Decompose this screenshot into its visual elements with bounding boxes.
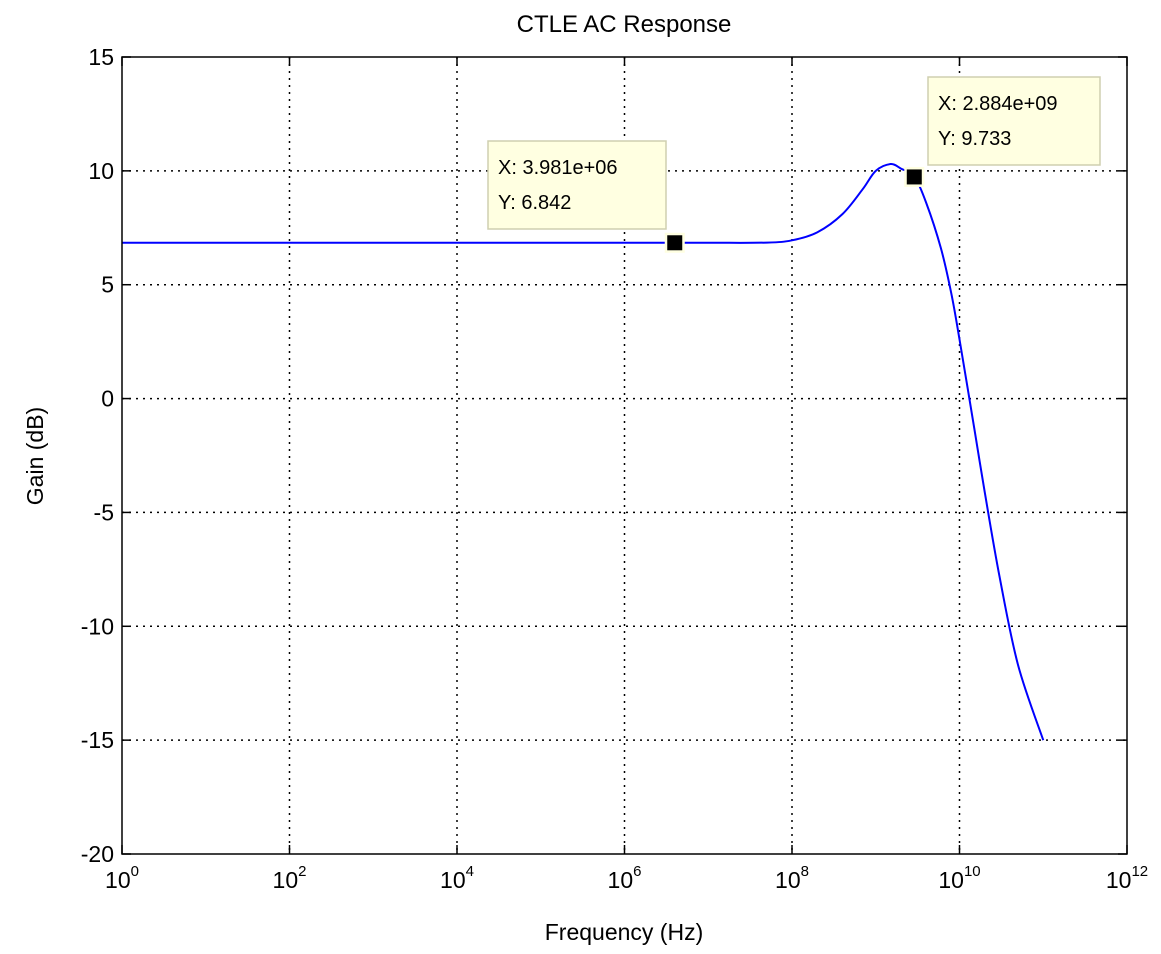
x-tick-label: 106	[608, 863, 642, 893]
x-tick-labels: 100 102 104 106 108 1010 1012	[105, 863, 1148, 893]
x-tick-label: 102	[273, 863, 307, 893]
y-tick-label: 10	[88, 158, 114, 184]
datatip: X: 3.981e+06 Y: 6.842	[487, 140, 685, 253]
series-line	[122, 163, 1045, 741]
x-tick-exponent: 0	[131, 863, 139, 880]
y-tick-label: 5	[101, 272, 114, 298]
x-tick-base: 10	[273, 867, 299, 893]
datatip-x-text: X: 2.884e+09	[938, 93, 1058, 115]
x-tick-base: 10	[440, 867, 466, 893]
x-tick-exponent: 4	[466, 863, 474, 880]
datatip-box	[927, 76, 1101, 166]
x-tick-label: 100	[105, 863, 139, 893]
y-tick-labels: 15 10 5 0 -5 -10 -15 -20	[81, 44, 114, 867]
y-tick-label: -20	[81, 841, 114, 867]
x-tick-label: 108	[775, 863, 809, 893]
x-tick-exponent: 2	[298, 863, 306, 880]
y-axis-label: Gain (dB)	[22, 407, 48, 505]
x-tick-base: 10	[775, 867, 801, 893]
x-tick-label: 1012	[1106, 863, 1148, 893]
x-tick-exponent: 12	[1131, 863, 1148, 880]
tick-marks	[121, 56, 1128, 855]
datatip-y-text: Y: 9.733	[938, 128, 1011, 150]
datatip-y-text: Y: 6.842	[498, 192, 571, 214]
y-tick-label: 15	[88, 44, 114, 70]
x-tick-base: 10	[608, 867, 634, 893]
x-tick-exponent: 6	[633, 863, 641, 880]
datatip: X: 2.884e+09 Y: 9.733	[904, 76, 1101, 187]
datatips: X: 3.981e+06 Y: 6.842 X: 2.884e+09 Y: 9.733	[487, 76, 1101, 253]
x-tick-exponent: 8	[801, 863, 809, 880]
chart-title: CTLE AC Response	[517, 11, 732, 38]
x-tick-label: 1010	[938, 863, 980, 893]
x-tick-label: 104	[440, 863, 474, 893]
datatip-marker	[667, 235, 683, 251]
y-tick-label: 0	[101, 386, 114, 412]
y-tick-label: -10	[81, 613, 114, 639]
x-tick-base: 10	[1106, 867, 1132, 893]
datatip-x-text: X: 3.981e+06	[498, 157, 618, 179]
x-axis-label: Frequency (Hz)	[545, 919, 703, 945]
y-tick-label: -5	[94, 499, 114, 525]
x-tick-base: 10	[105, 867, 131, 893]
datatip-box	[487, 140, 667, 230]
x-tick-exponent: 10	[964, 863, 981, 880]
x-tick-base: 10	[938, 867, 964, 893]
y-tick-label: -15	[81, 727, 114, 753]
series-layer	[122, 163, 1045, 741]
datatip-marker	[906, 169, 922, 185]
